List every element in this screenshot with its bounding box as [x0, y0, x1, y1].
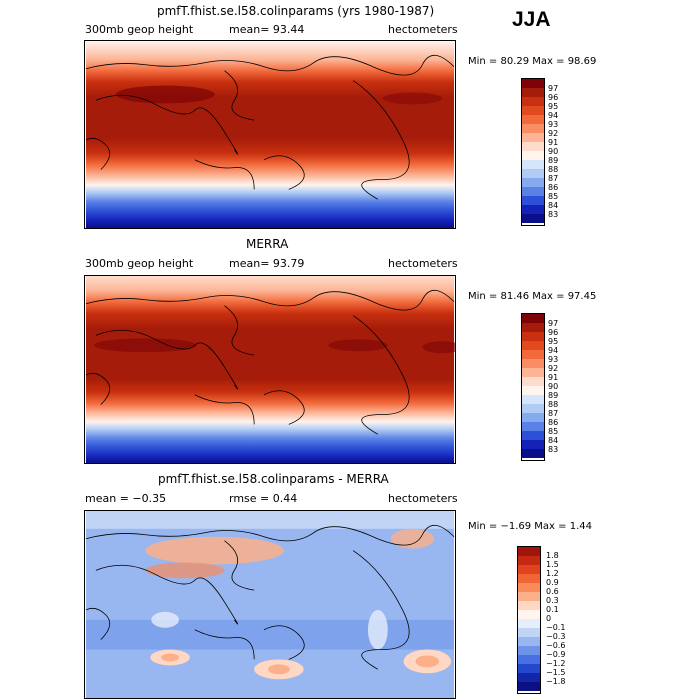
- cb-label: 94: [548, 346, 559, 355]
- cb-label: −1.5: [546, 668, 566, 677]
- cb-label: 90: [548, 382, 559, 391]
- cb-label: 93: [548, 120, 559, 129]
- map-model-geopotential: [84, 40, 456, 229]
- cb-label: 96: [548, 93, 559, 102]
- cb-label: 95: [548, 102, 559, 111]
- cb-label: −0.9: [546, 650, 566, 659]
- cb-label: −0.6: [546, 641, 566, 650]
- map-difference: [84, 510, 456, 699]
- cb-label: 0.9: [546, 578, 559, 587]
- cb-label: 90: [548, 147, 559, 156]
- colorbar-model: [521, 78, 545, 226]
- cb-label: 95: [548, 337, 559, 346]
- cb-label: −1.2: [546, 659, 566, 668]
- panel-title-diff: pmfT.fhist.se.l58.colinparams - MERRA: [158, 472, 389, 486]
- cb-label: 97: [548, 84, 559, 93]
- season-label: JJA: [512, 8, 551, 31]
- cb-label: 88: [548, 165, 559, 174]
- cb-label: 92: [548, 129, 559, 138]
- map-merra-geopotential: [84, 275, 456, 464]
- units-label: hectometers: [388, 257, 458, 270]
- cb-label: 89: [548, 156, 559, 165]
- cb-label: 89: [548, 391, 559, 400]
- cb-label: 88: [548, 400, 559, 409]
- cb-label: 1.2: [546, 569, 559, 578]
- cb-label: 85: [548, 192, 559, 201]
- colorbar-merra: [521, 313, 545, 461]
- cb-label: 86: [548, 183, 559, 192]
- cb-label: 1.5: [546, 560, 559, 569]
- mean-value: mean= 93.44: [229, 23, 305, 36]
- cb-label: 87: [548, 409, 559, 418]
- cb-label: −0.3: [546, 632, 566, 641]
- minmax-diff: Min = −1.69 Max = 1.44: [468, 521, 592, 532]
- units-label: hectometers: [388, 23, 458, 36]
- cb-label: 0: [546, 614, 552, 623]
- panel-title-merra: MERRA: [246, 237, 289, 251]
- cb-label: 83: [548, 210, 559, 219]
- cb-label: 83: [548, 445, 559, 454]
- cb-label: 94: [548, 111, 559, 120]
- cb-label: 85: [548, 427, 559, 436]
- rmse-value: rmse = 0.44: [229, 492, 298, 505]
- panel-title-model: pmfT.fhist.se.l58.colinparams (yrs 1980-…: [157, 4, 435, 18]
- mean-value: mean = −0.35: [85, 492, 167, 505]
- mean-value: mean= 93.79: [229, 257, 305, 270]
- cb-label: 1.8: [546, 551, 559, 560]
- minmax-merra: Min = 81.46 Max = 97.45: [468, 291, 597, 302]
- cb-label: 93: [548, 355, 559, 364]
- field-label: 300mb geop height: [85, 257, 194, 270]
- cb-label: 86: [548, 418, 559, 427]
- cb-label: 0.1: [546, 605, 559, 614]
- cb-label: 84: [548, 201, 559, 210]
- cb-label: 92: [548, 364, 559, 373]
- cb-label: 91: [548, 373, 559, 382]
- cb-label: −1.8: [546, 677, 566, 686]
- cb-label: 97: [548, 319, 559, 328]
- minmax-model: Min = 80.29 Max = 98.69: [468, 56, 597, 67]
- cb-label: 0.3: [546, 596, 559, 605]
- cb-label: 96: [548, 328, 559, 337]
- colorbar-diff: [517, 546, 541, 694]
- cb-label: 91: [548, 138, 559, 147]
- units-label: hectometers: [388, 492, 458, 505]
- field-label: 300mb geop height: [85, 23, 194, 36]
- cb-label: 84: [548, 436, 559, 445]
- cb-label: −0.1: [546, 623, 566, 632]
- cb-label: 0.6: [546, 587, 559, 596]
- cb-label: 87: [548, 174, 559, 183]
